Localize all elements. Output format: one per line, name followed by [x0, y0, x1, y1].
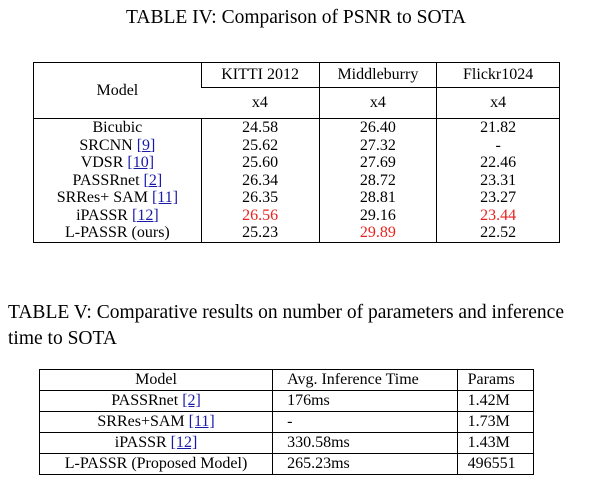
- value-cell: 28.81: [318, 189, 437, 207]
- citation-link[interactable]: [2]: [143, 171, 163, 189]
- table-row: L-PASSR (ours) 25.23 29.89 22.52: [33, 224, 560, 243]
- value-cell: 27.69: [318, 154, 437, 172]
- model-cell: L-PASSR (Proposed Model): [38, 453, 274, 475]
- model-cell: L-PASSR (ours): [33, 224, 202, 243]
- value-cell: 23.44: [436, 206, 560, 224]
- params-cell: 1.73M: [456, 411, 535, 433]
- model-cell: VDSR [10]: [33, 154, 202, 172]
- value-cell: 21.82: [436, 118, 560, 137]
- citation-link[interactable]: [2]: [182, 392, 201, 409]
- citation-link[interactable]: [9]: [136, 136, 156, 154]
- column-header-model: Model: [33, 62, 202, 119]
- model-name: VDSR: [80, 154, 124, 171]
- value-cell: 25.62: [200, 136, 319, 154]
- value-cell: 26.56: [200, 206, 319, 224]
- params-cell: 1.42M: [456, 390, 535, 412]
- value-cell: 23.27: [436, 189, 560, 207]
- table-row: SRRes+ SAM [11] 26.35 28.81 23.27: [33, 189, 560, 207]
- value-cell: 22.46: [436, 154, 560, 172]
- parameters-inference-table: Model Avg. Inference Time Params PASSRne…: [38, 369, 535, 475]
- value-cell: 26.40: [318, 118, 437, 137]
- model-cell: iPASSR [12]: [38, 432, 274, 454]
- column-header-params: Params: [456, 369, 535, 391]
- column-header-inference-time: Avg. Inference Time: [272, 369, 458, 391]
- column-header-model: Model: [38, 369, 274, 391]
- inference-time-cell: 265.23ms: [272, 453, 458, 475]
- model-cell: PASSRnet [2]: [33, 171, 202, 189]
- column-header-dataset: Middleburry: [318, 62, 437, 88]
- table-row: iPASSR [12] 330.58ms 1.43M: [38, 432, 535, 454]
- value-cell: 24.58: [200, 118, 319, 137]
- value-cell: 23.31: [436, 171, 560, 189]
- model-name: SRCNN: [79, 136, 133, 154]
- table-row: VDSR [10] 25.60 27.69 22.46: [33, 154, 560, 172]
- inference-time-cell: 176ms: [272, 390, 458, 412]
- model-cell: Bicubic: [33, 118, 202, 137]
- scale-header: x4: [318, 87, 437, 119]
- model-name: iPASSR: [76, 206, 128, 224]
- model-cell: SRRes+ SAM [11]: [33, 189, 202, 207]
- inference-time-cell: -: [272, 411, 458, 433]
- citation-link[interactable]: [10]: [127, 154, 155, 171]
- table-iv-caption: TABLE IV: Comparison of PSNR to SOTA: [126, 7, 466, 28]
- citation-link[interactable]: [11]: [151, 189, 179, 206]
- model-name: SRRes+ SAM: [56, 189, 148, 206]
- params-cell: 1.43M: [456, 432, 535, 454]
- table-v-caption: TABLE V: Comparative results on number o…: [8, 302, 564, 349]
- column-header-dataset: KITTI 2012: [200, 62, 319, 88]
- model-name: PASSRnet: [72, 171, 140, 189]
- scale-header: x4: [251, 94, 268, 111]
- value-cell: 26.34: [200, 171, 319, 189]
- inference-time-cell: 330.58ms: [272, 432, 458, 454]
- model-cell: PASSRnet [2]: [38, 390, 274, 412]
- model-name: SRRes+SAM: [97, 413, 185, 430]
- model-cell: SRCNN [9]: [33, 136, 202, 154]
- value-cell: 29.89: [318, 224, 437, 243]
- value-cell: 25.60: [200, 154, 319, 172]
- value-cell: 26.35: [200, 189, 319, 207]
- table-row: L-PASSR (Proposed Model) 265.23ms 496551: [38, 453, 535, 475]
- table-row: SRRes+SAM [11] -1.73M: [38, 411, 535, 433]
- table-row: SRCNN [9] 25.62 27.32-: [33, 136, 560, 154]
- model-name: PASSRnet: [111, 392, 179, 409]
- model-name: iPASSR: [114, 434, 167, 451]
- value-cell: 28.72: [318, 171, 437, 189]
- value-cell: 27.32: [318, 136, 437, 154]
- citation-link[interactable]: [12]: [131, 206, 159, 224]
- table-row: PASSRnet [2] 26.34 28.72 23.31: [33, 171, 560, 189]
- model-name: L-PASSR (ours): [64, 224, 170, 241]
- value-cell: 25.23: [200, 224, 319, 243]
- value-cell: -: [436, 136, 560, 154]
- scale-header: x4: [436, 87, 560, 119]
- value-cell: 22.52: [436, 224, 560, 243]
- params-cell: 496551: [456, 453, 535, 475]
- table-row: iPASSR [12] 26.56 29.16 23.44: [33, 206, 560, 224]
- table-row: PASSRnet [2] 176ms 1.42M: [38, 390, 535, 412]
- column-header-dataset: Flickr1024: [436, 62, 560, 88]
- citation-link[interactable]: [11]: [188, 413, 215, 430]
- model-cell: SRRes+SAM [11]: [38, 411, 274, 433]
- citation-link[interactable]: [12]: [170, 434, 198, 451]
- value-cell: 29.16: [318, 206, 437, 224]
- psnr-comparison-table: Model KITTI 2012 Middleburry Flickr1024 …: [33, 62, 560, 243]
- model-name: Bicubic: [92, 119, 143, 136]
- model-name: L-PASSR (Proposed Model): [64, 455, 248, 472]
- table-row: Bicubic 24.58 26.40 21.82: [33, 118, 560, 137]
- model-cell: iPASSR [12]: [33, 206, 202, 224]
